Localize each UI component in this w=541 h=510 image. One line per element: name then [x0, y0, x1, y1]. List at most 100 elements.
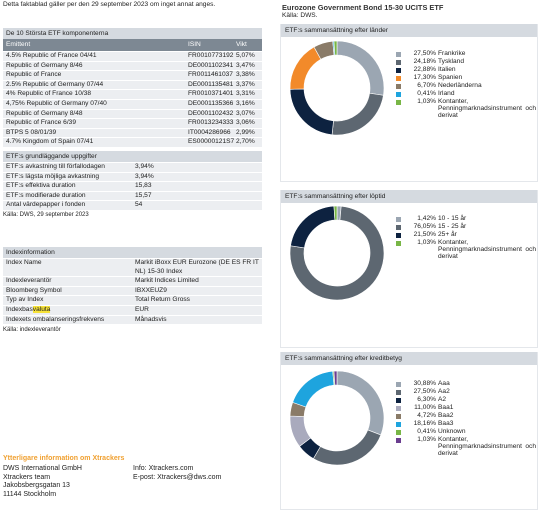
- table-cell: 3,37%: [236, 80, 255, 88]
- legend-value: 11,00%: [414, 404, 436, 411]
- column-header: ISIN: [188, 41, 201, 48]
- table-cell: ETF:s avkastning till förfallodagen: [6, 163, 105, 170]
- legend-name: Baa1: [438, 404, 454, 411]
- legend-name: Unknown: [438, 428, 466, 435]
- panel-title: ETF:s sammansättning efter länder: [281, 24, 537, 37]
- table-cell: Total Return Gross: [135, 296, 190, 304]
- legend-item: 17,30% Spanien: [396, 74, 538, 82]
- legend-name: 25+ år: [438, 231, 457, 238]
- legend-name: Nederländerna: [438, 82, 482, 89]
- table-cell: FR0010773192: [188, 52, 234, 59]
- legend-swatch: [396, 389, 401, 395]
- table-row: 2.5% Republic of Germany 07/44 DE00011354…: [3, 79, 262, 90]
- cell-highlight: valuta: [32, 305, 51, 313]
- legend-value: 0,41%: [417, 90, 436, 97]
- legend-swatch: [396, 51, 401, 57]
- legend-name: A2: [438, 396, 447, 403]
- table-row: Republic of Germany 8/48 DE0001102432 3,07…: [3, 108, 262, 119]
- table-cell: 5,07%: [236, 52, 255, 59]
- table-cell: 3,31%: [236, 90, 255, 98]
- legend-swatch: [396, 75, 401, 81]
- legend-swatch: [396, 437, 401, 443]
- table-cell: 3,07%: [236, 109, 255, 117]
- legend-swatch: [396, 413, 401, 419]
- legend-value: 27,50%: [413, 388, 436, 395]
- cell-text: Indexbas: [6, 305, 33, 313]
- table-row: ETF:s avkastning till förfallodagen 3,94%: [3, 162, 262, 172]
- legend-item: 11,00% Baa1: [396, 404, 538, 412]
- table-cell: Antal värdepapper i fonden: [6, 201, 86, 209]
- donut-segment: [292, 370, 335, 408]
- contact-online: Info: Xtrackers.com E-post: Xtrackers@dws…: [133, 465, 221, 482]
- donut-segment: [333, 205, 338, 221]
- table-cell: Republic of Germany 8/46: [6, 61, 83, 69]
- legend-value: 76,05%: [413, 223, 436, 230]
- legend-value: 22,88%: [413, 66, 436, 73]
- table-cell: ETF:s effektiva duration: [6, 182, 76, 190]
- legend-item: 0,41% Unknown: [396, 428, 538, 436]
- legend-name: Tyskland: [438, 58, 465, 65]
- panel-title: ETF:s sammansättning efter löptid: [281, 190, 537, 203]
- legend-value: 1,03%: [417, 98, 436, 105]
- page: {"header":{"note":"Detta faktablad gälle…: [3, 1, 538, 510]
- table-cell: FR0010371401: [188, 90, 234, 98]
- table-cell: 3,94%: [135, 163, 154, 170]
- legend-item: 4,72% Baa2: [396, 412, 538, 420]
- legend-name: 10 - 15 år: [438, 215, 467, 222]
- table-cell: Bloomberg Symbol: [6, 286, 62, 294]
- table-cell: Republic of Germany 8/48: [6, 109, 83, 117]
- table-row: Indexets ombalanseringsfrekvens Månadsvis: [3, 314, 262, 325]
- table-row: Index Name Markit iBoxx EUR Eurozone (DE …: [3, 258, 262, 277]
- table-row: ETF:s modifierade duration 15,57: [3, 190, 262, 201]
- donut-segment: [333, 40, 338, 56]
- table-cell: EUR: [135, 305, 149, 313]
- legend-item: 1,03% Kontanter, Penningmarknadsinstrumen…: [396, 98, 538, 119]
- legend-item: 1,03% Kontanter, Penningmarknadsinstrumen…: [396, 239, 538, 260]
- donut-panel: ETF:s sammansättning efter löptid 1,42% 10…: [280, 190, 538, 348]
- legend-item: 27,50% Aa2: [396, 388, 538, 396]
- legend-name: 15 - 25 år: [438, 223, 467, 230]
- table-cell: FR0013234333: [188, 119, 234, 127]
- legend-name: Frankrike: [438, 50, 466, 57]
- legend-item: 6,70% Nederländerna: [396, 82, 538, 90]
- legend-name: Baa3: [438, 420, 454, 427]
- donut-segment: [289, 205, 385, 301]
- donut-chart: [289, 205, 385, 301]
- table-cell: 4.7% Kingdom of Spain 07/41: [6, 138, 94, 146]
- table-cell: 4,75% Republic of Germany 07/40: [6, 99, 107, 107]
- basics-table: ETF:s grundläggande uppgifter ETF:s avkas…: [3, 151, 262, 210]
- donut-panel: ETF:s sammansättning efter länder 27,50% F…: [280, 24, 538, 182]
- legend-swatch: [396, 91, 401, 97]
- legend-swatch: [396, 216, 401, 222]
- legend-value: 6,30%: [417, 396, 436, 403]
- table-row: Republic of Germany 8/46 DE0001102341 3,47…: [3, 60, 262, 71]
- table-cell: IBXXEUZ9: [135, 286, 167, 294]
- legend-item: 0,41% Irland: [396, 90, 538, 98]
- legend-value: 6,70%: [417, 82, 436, 89]
- table-cell: ES00000121S7: [188, 138, 235, 146]
- table-cell: Typ av Index: [6, 296, 44, 304]
- fund-source: Källa: DWS.: [282, 12, 318, 19]
- table-cell: 3,38%: [236, 71, 255, 79]
- table-cell: Månadsvis: [135, 315, 167, 323]
- table-row: Indexbasvaluta EUR: [3, 304, 262, 315]
- legend-value: 17,30%: [413, 74, 436, 81]
- table-cell: 54: [135, 201, 143, 209]
- table-row: Bloomberg Symbol IBXXEUZ9: [3, 285, 262, 296]
- legend-name: Kontanter, Penningmarknadsinstrument och…: [438, 239, 536, 261]
- table-row: Antal värdepapper i fonden 54: [3, 200, 262, 210]
- table-row: Typ av Index Total Return Gross: [3, 295, 262, 305]
- legend-item: 6,30% A2: [396, 396, 538, 404]
- table-cell: 3,16%: [236, 99, 255, 107]
- table-title: ETF:s grundläggande uppgifter: [3, 151, 262, 162]
- legend-swatch: [396, 83, 401, 89]
- basics-source: Källa: DWS, 29 september 2023: [3, 212, 89, 218]
- legend-value: 4,72%: [417, 412, 436, 419]
- table-cell: 15,57: [135, 191, 152, 199]
- donut-segment: [289, 46, 322, 90]
- legend-value: 18,16%: [413, 420, 436, 427]
- table-cell: ETF:s modifierade duration: [6, 191, 86, 199]
- legend: 27,50% Frankrike 24,18% Tyskland 22,88% Itali…: [396, 50, 538, 119]
- table-cell: DE0001102341: [188, 61, 234, 69]
- legend-value: 1,03%: [417, 436, 436, 443]
